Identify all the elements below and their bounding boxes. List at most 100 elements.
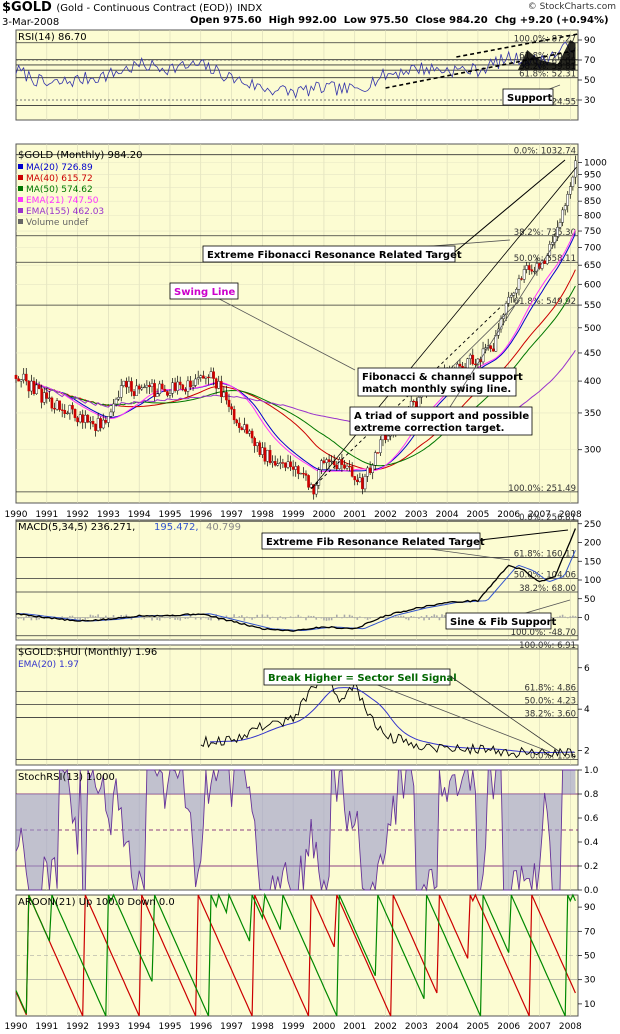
price-candle-body [276,463,280,466]
price-candle-body [22,373,25,381]
price-x-tick-label: 2000 [312,510,335,520]
price-candle-body [358,477,362,482]
macd-histogram-bar [15,617,17,620]
macd-histogram-bar [256,614,259,618]
rsi-tick-label: 50 [584,76,596,86]
price-candle-body [468,354,472,359]
price-candle-body [273,461,277,466]
aroon-x-tick-label: 1999 [282,1022,305,1032]
macd-histogram-bar [574,616,577,618]
price-indicator-label: $GOLD (Monthly) 984.20 [18,150,142,161]
macd-histogram-bar [17,617,20,620]
macd-histogram-bar [40,615,43,618]
aroon-x-tick-label: 2008 [559,1022,582,1032]
stochrsi-fill [16,770,576,890]
price-candle-body [515,289,518,294]
macd-histogram-bar [122,615,125,618]
macd-histogram-bar [246,616,248,618]
rsi-level-label: 61.8%: 52.31 [519,70,576,80]
macd-histogram-bar [369,617,371,619]
price-candle-body [160,383,164,390]
price-tick-label: 650 [584,261,601,271]
price-candle-body [219,381,223,397]
macd-histogram-bar [346,617,348,619]
ratio-sell-arrow [449,675,561,753]
macd-histogram-bar [117,617,120,619]
price-candle-body [202,375,205,379]
price-candle-body [96,418,100,431]
price-candle-body [27,380,31,392]
macd-histogram-bar [105,615,107,618]
macd-histogram-bar [410,616,412,618]
price-candle-body [492,348,495,352]
price-candle-body [76,417,79,423]
ratio-level-label: 100.0%: 6.91 [519,641,576,651]
price-candle-body [284,462,287,468]
price-candle-body [225,392,228,401]
macd-fib-callout-box [261,532,481,550]
price-candle-body [37,384,41,389]
macd-sine-callout-text: Sine & Fib Support [450,617,557,628]
macd-histogram-bar [333,616,336,618]
price-candle-body [312,484,315,495]
macd-histogram-bar [158,617,161,621]
macd-histogram-bar [140,617,143,619]
ratio-tick-label: 2 [584,747,590,757]
macd-histogram-bar [151,617,153,621]
ratio-indicator-label: $GOLD:$HUI (Monthly) 1.96 [18,647,157,658]
price-candle-body [320,460,323,470]
price-tick-label: 900 [584,184,601,194]
macd-histogram-bar [407,617,410,621]
macd-histogram-bar [294,616,297,618]
macd-histogram-bar [69,615,71,618]
price-tick-label: 750 [584,227,601,237]
aroon-x-tick-label: 2005 [466,1022,489,1032]
price-candle-body [114,398,118,405]
price-candle-body [286,461,290,468]
price-candle-body [494,335,498,352]
price-legend-swatch [18,186,23,191]
price-candle-body [101,419,105,429]
macd-histogram-bar [364,617,366,619]
price-candle-body [245,424,249,434]
macd-histogram-bar [194,617,197,620]
aroon-x-tick-label: 2007 [528,1022,551,1032]
price-candle-body [368,467,372,474]
ratio-level-label: 0.0%: 1.56 [530,752,576,762]
price-legend-entry: EMA(155) 462.03 [26,207,104,217]
price-candle-body [163,388,167,392]
price-tick-label: 300 [584,446,601,456]
macd-level-label: 61.8%: 160.11 [514,549,576,559]
price-legend-swatch [18,164,23,169]
price-candle-body [30,380,33,392]
price-candle-body [148,385,151,388]
macd-histogram-bar [559,615,561,618]
price-candle-body [484,347,487,350]
price-candle-body [240,427,244,430]
price-candle-body [196,377,200,380]
macd-histogram-bar [271,616,274,618]
chart-date: 3-Mar-2008 [2,17,60,28]
price-candle-body [489,345,493,350]
price-candle-body [530,269,534,272]
price-candle-body [296,466,300,474]
macd-histogram-bar [143,617,146,620]
macd-histogram-bar [436,615,438,618]
high-value: High 992.00 [268,15,337,26]
price-candle-body [60,409,64,411]
macd-histogram-bar [400,615,402,618]
price-x-tick-label: 2001 [343,510,366,520]
macd-histogram-bar [420,616,423,618]
macd-histogram-bar [92,615,94,618]
price-candle-body [325,459,328,463]
macd-histogram-bar [356,617,359,620]
macd-histogram-bar [84,617,87,621]
price-candle-body [127,381,131,388]
price-candle-body [253,437,256,447]
macd-histogram-bar [394,616,397,618]
stochrsi-tick-label: 0.8 [584,790,599,800]
macd-histogram-bar [74,617,76,621]
aroon-x-tick-label: 1996 [189,1022,212,1032]
macd-histogram-bar [102,617,105,619]
macd-histogram-bar [38,617,40,620]
